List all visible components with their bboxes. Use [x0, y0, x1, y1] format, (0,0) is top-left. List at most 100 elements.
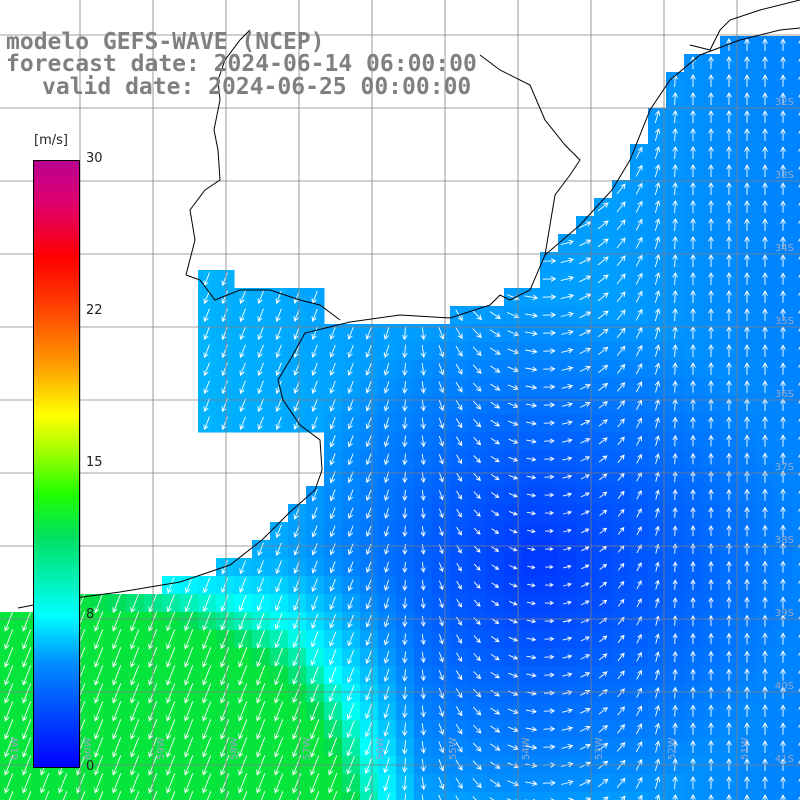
wind-arrow — [544, 618, 555, 624]
wind-arrow — [166, 719, 176, 740]
wind-arrow — [617, 454, 625, 464]
wind-arrow — [402, 633, 408, 646]
wind-arrow — [384, 525, 390, 537]
wind-arrow — [561, 708, 574, 714]
wind-arrow — [672, 525, 678, 536]
wind-cell — [792, 72, 800, 91]
wind-cell — [792, 450, 800, 469]
wind-arrow — [275, 524, 282, 539]
wind-arrow — [420, 362, 427, 376]
wind-arrow — [617, 562, 625, 571]
wind-arrow — [780, 722, 786, 735]
wind-arrow — [472, 706, 482, 716]
wind-arrow — [365, 489, 372, 502]
wind-arrow — [202, 594, 211, 613]
wind-arrow — [636, 526, 642, 536]
wind-arrow — [562, 600, 572, 605]
wind-arrow — [383, 381, 390, 394]
wind-arrow — [401, 740, 408, 755]
wind-arrow — [672, 489, 678, 501]
wind-arrow — [526, 438, 537, 444]
wind-arrow — [310, 666, 319, 685]
wind-arrow — [224, 791, 230, 800]
wind-cell — [792, 468, 800, 487]
wind-arrow — [202, 683, 212, 704]
wind-arrow — [438, 381, 445, 394]
longitude-label: 52W — [667, 737, 678, 760]
wind-arrow — [311, 560, 318, 574]
wind-arrow — [311, 543, 318, 556]
wind-arrow — [708, 110, 714, 123]
wind-arrow — [256, 737, 266, 758]
wind-cell — [288, 792, 307, 800]
wind-arrow — [636, 687, 642, 698]
wind-cell — [594, 792, 613, 800]
wind-arrow — [402, 344, 408, 359]
wind-cell — [792, 774, 800, 793]
wind-arrow — [690, 434, 696, 447]
wind-arrow — [726, 344, 732, 357]
wind-arrow — [690, 507, 696, 518]
wind-arrow — [166, 594, 175, 613]
wind-arrow — [580, 600, 590, 606]
wind-arrow — [473, 581, 481, 589]
wind-arrow — [744, 614, 750, 627]
wind-arrow — [456, 580, 462, 590]
wind-arrow — [708, 776, 714, 789]
wind-arrow — [202, 629, 212, 650]
wind-arrow — [744, 164, 750, 177]
wind-arrow — [365, 344, 372, 358]
wind-arrow — [472, 310, 483, 321]
wind-arrow — [798, 76, 800, 80]
wind-arrow — [473, 418, 482, 428]
wind-arrow — [543, 384, 556, 390]
wind-arrow — [438, 562, 444, 573]
wind-arrow — [456, 616, 463, 626]
wind-arrow — [543, 708, 556, 714]
wind-arrow — [616, 345, 626, 356]
wind-arrow — [220, 629, 230, 650]
wind-arrow — [112, 629, 122, 650]
wind-arrow — [726, 128, 732, 141]
wind-arrow — [762, 434, 768, 447]
wind-arrow — [22, 629, 32, 650]
wind-arrow — [690, 91, 696, 106]
wind-arrow — [508, 474, 519, 480]
wind-arrow — [328, 719, 338, 739]
wind-arrow — [560, 257, 575, 264]
wind-arrow — [762, 344, 768, 357]
wind-arrow — [402, 686, 408, 701]
wind-arrow — [526, 456, 537, 462]
wind-arrow — [184, 773, 194, 794]
wind-arrow — [544, 474, 555, 480]
wind-arrow — [690, 235, 696, 250]
wind-arrow — [690, 181, 696, 196]
wind-arrow — [672, 668, 678, 681]
wind-arrow — [438, 634, 444, 645]
wind-arrow — [490, 707, 501, 715]
wind-arrow — [274, 773, 284, 794]
wind-cell — [324, 792, 343, 800]
wind-arrow — [762, 488, 768, 501]
wind-arrow — [347, 561, 354, 574]
wind-arrow — [726, 776, 732, 789]
wind-arrow — [599, 545, 608, 552]
wind-arrow — [311, 578, 318, 593]
wind-arrow — [561, 420, 573, 426]
wind-arrow — [184, 701, 194, 722]
wind-arrow — [798, 292, 800, 296]
wind-arrow — [347, 362, 354, 376]
wind-arrow — [4, 719, 14, 740]
wind-arrow — [798, 490, 800, 494]
longitude-label: 58W — [229, 737, 240, 760]
wind-arrow — [420, 344, 427, 359]
wind-arrow — [744, 794, 750, 800]
wind-arrow — [438, 454, 444, 465]
wind-arrow — [524, 312, 539, 319]
wind-arrow — [672, 740, 678, 753]
wind-arrow — [292, 701, 302, 722]
wind-arrow — [542, 330, 556, 336]
wind-arrow — [311, 525, 318, 538]
colorbar-tick-15: 15 — [86, 455, 103, 470]
wind-arrow — [184, 611, 194, 632]
